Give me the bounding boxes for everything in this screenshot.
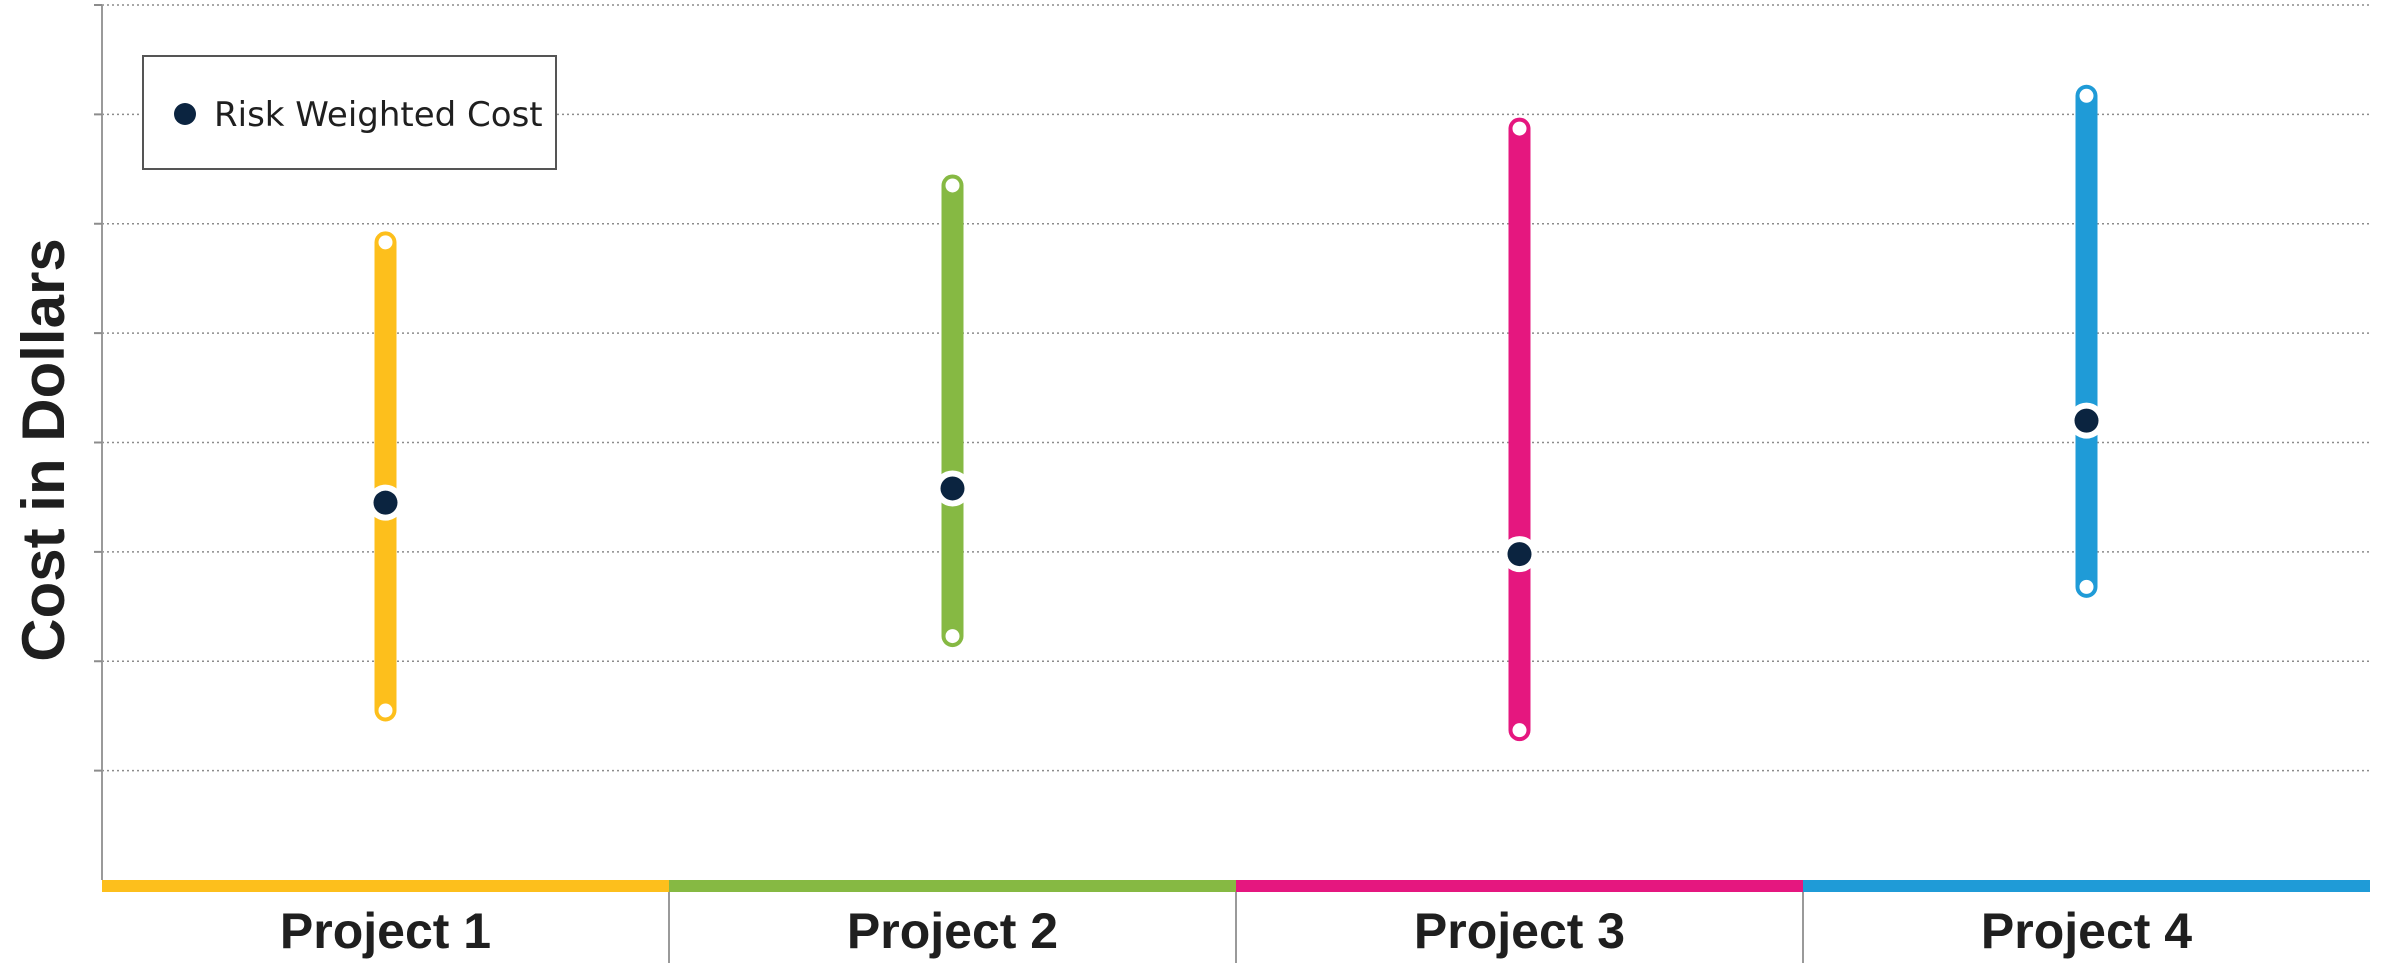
risk-weighted-point xyxy=(373,490,398,515)
category-bar xyxy=(669,880,1236,892)
range-low-point xyxy=(2079,579,2094,594)
risk-weighted-point xyxy=(2074,408,2099,433)
category-bar xyxy=(102,880,669,892)
category-label: Project 1 xyxy=(280,903,491,959)
legend-box xyxy=(142,55,557,170)
range-high-point xyxy=(378,235,393,250)
range-low-point xyxy=(378,703,393,718)
y-axis-ticks xyxy=(94,4,102,772)
legend-marker-icon xyxy=(174,103,196,125)
risk-weighted-markers xyxy=(367,402,2105,573)
category-label: Project 4 xyxy=(1981,903,2192,959)
category-labels: Project 1 Project 2 Project 3 Project 4 xyxy=(280,903,2192,959)
risk-weighted-point xyxy=(1507,542,1532,567)
legend-entry-risk-weighted-cost: Risk Weighted Cost xyxy=(214,95,543,135)
range-low-point xyxy=(945,629,960,644)
range-low-point xyxy=(1512,723,1527,738)
category-label: Project 3 xyxy=(1414,903,1625,959)
category-bars xyxy=(102,880,2370,963)
category-bar xyxy=(1236,880,1803,892)
range-bars xyxy=(374,84,2098,742)
category-label: Project 2 xyxy=(847,903,1058,959)
category-bar xyxy=(1803,880,2370,892)
risk-weighted-point xyxy=(940,476,965,501)
y-axis-label: Cost in Dollars xyxy=(10,238,77,661)
range-high-point xyxy=(2079,88,2094,103)
range-high-point xyxy=(945,178,960,193)
range-high-point xyxy=(1512,121,1527,136)
gridlines xyxy=(102,4,2370,772)
legend: Risk Weighted Cost xyxy=(142,55,557,170)
